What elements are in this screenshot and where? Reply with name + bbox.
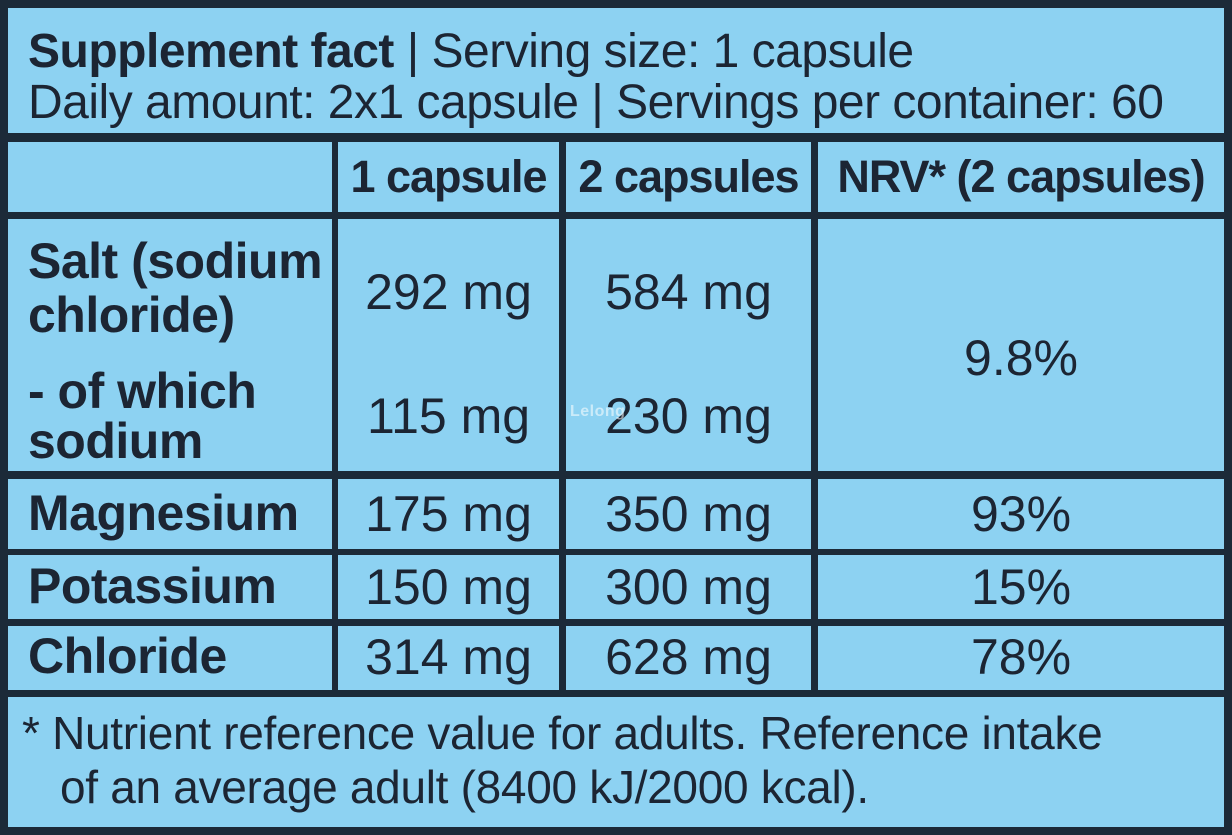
- row-label: Potassium: [28, 558, 277, 614]
- table-row-salt-label: Salt (sodium chloride) - of which sodium: [8, 219, 332, 471]
- serving-line: Supplement fact | Serving size: 1 capsul…: [28, 26, 914, 78]
- watermark-logo: Lelong: [570, 403, 626, 420]
- table-cell-chloride-2-capsules: 628 mg: [566, 626, 811, 690]
- value-magnesium-2-capsules: 350 mg: [605, 486, 772, 542]
- row-label: Salt (sodium: [28, 233, 323, 289]
- table-cell-chloride-1-capsule: 314 mg: [338, 626, 559, 690]
- header-block: Supplement fact | Serving size: 1 capsul…: [8, 8, 1224, 133]
- daily-amount-line: Daily amount: 2x1 capsule | Servings per…: [28, 76, 1164, 129]
- row-label: chloride): [28, 287, 235, 343]
- footnote-block: * Nutrient reference value for adults. R…: [8, 697, 1224, 827]
- serving-size: | Serving size: 1 capsule: [393, 25, 914, 78]
- row-label: - of which: [28, 363, 257, 419]
- table-cell-magnesium-2-capsules: 350 mg: [566, 479, 811, 549]
- footnote-line: of an average adult (8400 kJ/2000 kcal).: [60, 761, 869, 813]
- row-label: Chloride: [28, 628, 227, 684]
- value-chloride-2-capsules: 628 mg: [605, 629, 772, 685]
- value-chloride-nrv: 78%: [970, 629, 1072, 685]
- row-label: sodium: [28, 413, 203, 469]
- value-sodium-1-capsule: 115 mg: [366, 388, 531, 444]
- column-header-nrv: NRV* (2 capsules): [818, 142, 1224, 212]
- table-cell-potassium-2-capsules: 300 mg: [566, 555, 811, 619]
- row-label: Magnesium: [28, 485, 299, 541]
- panel-title: Supplement fact: [28, 25, 394, 78]
- table-cell-chloride-nrv: 78%: [818, 626, 1224, 690]
- value-potassium-1-capsule: 150 mg: [365, 559, 532, 615]
- table-cell-potassium-nrv: 15%: [818, 555, 1224, 619]
- table-row-chloride-label: Chloride: [8, 626, 332, 690]
- footnote-line: * Nutrient reference value for adults. R…: [22, 707, 1103, 759]
- value-salt-2-capsules: 584 mg: [605, 264, 772, 320]
- value-salt-nrv: 9.8%: [964, 330, 1078, 386]
- value-magnesium-nrv: 93%: [970, 486, 1072, 542]
- value-salt-1-capsule: 292 mg: [365, 264, 532, 320]
- value-sodium-2-capsules: 230 mg: [605, 388, 772, 444]
- column-header-label: 2 capsules: [578, 151, 799, 202]
- column-header-1-capsule: 1 capsule: [338, 142, 559, 212]
- table-cell-salt-1-capsule: 292 mg 115 mg: [338, 219, 559, 471]
- column-header-empty: [8, 142, 332, 212]
- table-cell-salt-2-capsules: 584 mg 230 mg: [566, 219, 811, 471]
- column-header-label: NRV* (2 capsules): [837, 151, 1205, 202]
- table-cell-magnesium-nrv: 93%: [818, 479, 1224, 549]
- table-cell-potassium-1-capsule: 150 mg: [338, 555, 559, 619]
- value-potassium-nrv: 15%: [970, 559, 1072, 615]
- table-cell-magnesium-1-capsule: 175 mg: [338, 479, 559, 549]
- value-magnesium-1-capsule: 175 mg: [365, 486, 532, 542]
- table-cell-salt-nrv: 9.8%: [818, 219, 1224, 471]
- value-chloride-1-capsule: 314 mg: [365, 629, 532, 685]
- column-header-label: 1 capsule: [350, 151, 547, 202]
- table-row-potassium-label: Potassium: [8, 555, 332, 619]
- table-row-magnesium-label: Magnesium: [8, 479, 332, 549]
- value-potassium-2-capsules: 300 mg: [605, 559, 772, 615]
- column-header-2-capsules: 2 capsules: [566, 142, 811, 212]
